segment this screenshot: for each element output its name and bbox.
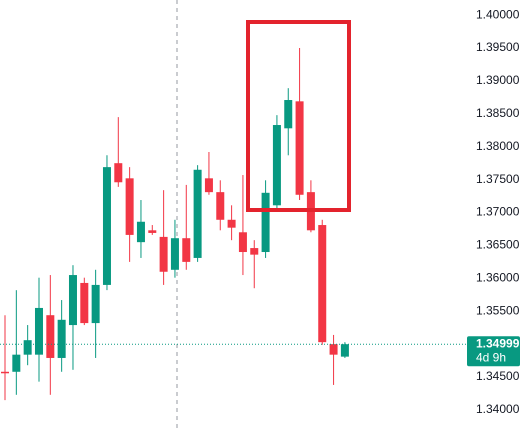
candle-body: [46, 315, 55, 358]
highlight-box: [246, 20, 351, 212]
y-tick-label: 1.34000: [476, 402, 520, 416]
y-tick-label: 1.40000: [476, 7, 520, 21]
candle-body: [295, 101, 304, 195]
candle-body: [204, 178, 213, 193]
candle-body: [114, 163, 123, 183]
countdown-label: 4d 9h: [476, 350, 506, 364]
y-tick-label: 1.34500: [476, 369, 520, 383]
candle-body: [91, 284, 100, 324]
plot-area: [1, 48, 349, 401]
candle-body: [318, 225, 327, 343]
candle-body: [57, 319, 66, 358]
candle-body: [193, 169, 202, 258]
y-tick-label: 1.36000: [476, 271, 520, 285]
candle-body: [148, 230, 157, 233]
candle-body: [102, 167, 111, 285]
y-tick-label: 1.37000: [476, 205, 520, 219]
candle-body: [80, 282, 89, 324]
candle-body: [170, 238, 179, 270]
candle-body: [182, 238, 191, 262]
last-price-tag: [467, 336, 520, 367]
candle-body: [34, 307, 43, 355]
y-tick-label: 1.36500: [476, 238, 520, 252]
candle-body: [23, 340, 32, 355]
y-tick-label: 1.38000: [476, 139, 520, 153]
candle-body: [12, 354, 21, 372]
y-tick-label: 1.39500: [476, 40, 520, 54]
candle-body: [216, 192, 225, 220]
y-tick-label: 1.39000: [476, 73, 520, 87]
candle-body: [329, 344, 338, 355]
candle-body: [261, 192, 270, 253]
candle-body: [1, 371, 9, 374]
last-price-label: 1.34999: [476, 336, 520, 350]
candle-body: [125, 178, 134, 235]
candle-body: [272, 125, 281, 206]
y-tick-label: 1.37500: [476, 172, 520, 186]
candle-body: [238, 232, 247, 253]
candle-body: [136, 221, 145, 243]
candle-body: [284, 100, 293, 129]
candle-body: [159, 236, 168, 272]
y-tick-label: 1.38500: [476, 106, 520, 120]
candle-body: [250, 248, 259, 255]
candle-body: [227, 219, 236, 228]
y-tick-label: 1.35500: [476, 303, 520, 317]
candle-body: [340, 344, 349, 357]
candle-body: [68, 275, 77, 326]
